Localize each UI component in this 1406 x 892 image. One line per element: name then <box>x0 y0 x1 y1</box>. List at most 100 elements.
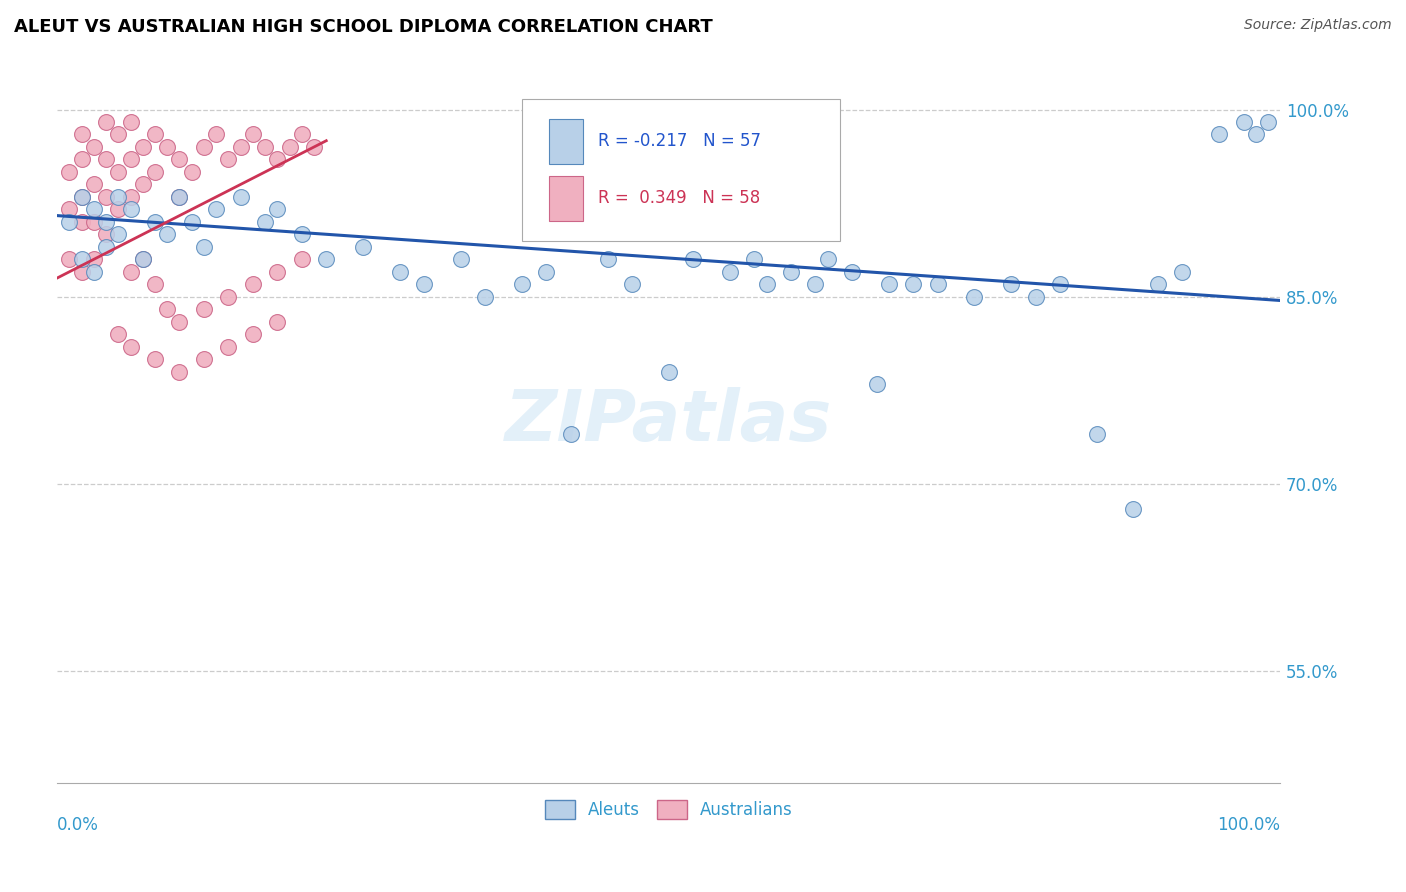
Point <box>658 365 681 379</box>
Point <box>70 153 93 167</box>
Point <box>229 140 252 154</box>
Point <box>1025 290 1047 304</box>
Text: 0.0%: 0.0% <box>58 816 98 834</box>
Point <box>963 290 986 304</box>
Point <box>70 128 93 142</box>
Text: R = -0.217   N = 57: R = -0.217 N = 57 <box>598 132 761 150</box>
Point <box>291 227 314 242</box>
Point <box>266 202 288 217</box>
Point <box>536 265 558 279</box>
Point <box>132 252 155 267</box>
Point <box>107 202 129 217</box>
Point <box>70 190 93 204</box>
Point <box>120 190 142 204</box>
Point <box>94 215 117 229</box>
Point <box>83 202 105 217</box>
Point <box>254 140 277 154</box>
Point <box>1257 115 1279 129</box>
Point <box>866 377 889 392</box>
Text: Source: ZipAtlas.com: Source: ZipAtlas.com <box>1244 18 1392 32</box>
Point <box>1171 265 1194 279</box>
Point <box>120 115 142 129</box>
Point <box>903 277 925 292</box>
Point <box>1000 277 1022 292</box>
Point <box>1208 128 1230 142</box>
Point <box>302 140 325 154</box>
Point <box>193 352 215 367</box>
Point <box>156 302 179 317</box>
Point <box>744 252 766 267</box>
Point <box>755 277 778 292</box>
Point <box>388 265 411 279</box>
Point <box>1085 427 1108 442</box>
Point <box>242 327 264 342</box>
FancyBboxPatch shape <box>548 176 583 220</box>
Point <box>169 153 191 167</box>
Point <box>927 277 949 292</box>
Point <box>682 252 704 267</box>
Point <box>1122 502 1144 516</box>
Point <box>291 128 314 142</box>
Point <box>83 215 105 229</box>
FancyBboxPatch shape <box>548 119 583 163</box>
Point <box>413 277 436 292</box>
Point <box>70 252 93 267</box>
Point <box>193 140 215 154</box>
Point <box>266 315 288 329</box>
Point <box>169 315 191 329</box>
Point <box>143 215 166 229</box>
Point <box>94 227 117 242</box>
Point <box>58 252 80 267</box>
Point <box>193 302 215 317</box>
Legend: Aleuts, Australians: Aleuts, Australians <box>538 794 800 826</box>
Point <box>560 427 582 442</box>
Point <box>291 252 314 267</box>
Point <box>621 277 644 292</box>
Point <box>94 190 117 204</box>
Point <box>156 227 179 242</box>
Point <box>120 153 142 167</box>
Point <box>94 115 117 129</box>
Point <box>132 178 155 192</box>
Point <box>242 277 264 292</box>
Point <box>107 327 129 342</box>
Point <box>94 153 117 167</box>
Point <box>83 265 105 279</box>
Point <box>780 265 803 279</box>
Point <box>107 190 129 204</box>
Point <box>58 202 80 217</box>
Point <box>242 128 264 142</box>
Point <box>58 215 80 229</box>
Point <box>83 252 105 267</box>
Point <box>120 202 142 217</box>
Text: ALEUT VS AUSTRALIAN HIGH SCHOOL DIPLOMA CORRELATION CHART: ALEUT VS AUSTRALIAN HIGH SCHOOL DIPLOMA … <box>14 18 713 36</box>
Point <box>352 240 374 254</box>
Point <box>120 265 142 279</box>
Point <box>83 178 105 192</box>
Point <box>143 277 166 292</box>
Point <box>83 140 105 154</box>
Point <box>229 190 252 204</box>
Point <box>205 202 228 217</box>
Point <box>315 252 337 267</box>
Point <box>278 140 301 154</box>
Point <box>94 240 117 254</box>
Point <box>205 128 228 142</box>
Point <box>169 365 191 379</box>
Point <box>143 352 166 367</box>
Point <box>217 340 239 354</box>
Text: R =  0.349   N = 58: R = 0.349 N = 58 <box>598 189 761 207</box>
Point <box>217 290 239 304</box>
Point <box>510 277 533 292</box>
Point <box>180 215 202 229</box>
Text: 100.0%: 100.0% <box>1218 816 1281 834</box>
Point <box>107 128 129 142</box>
Point <box>266 265 288 279</box>
Point <box>70 190 93 204</box>
Point <box>474 290 496 304</box>
Point <box>107 165 129 179</box>
Point <box>266 153 288 167</box>
Point <box>217 153 239 167</box>
Point <box>718 265 741 279</box>
Point <box>817 252 839 267</box>
